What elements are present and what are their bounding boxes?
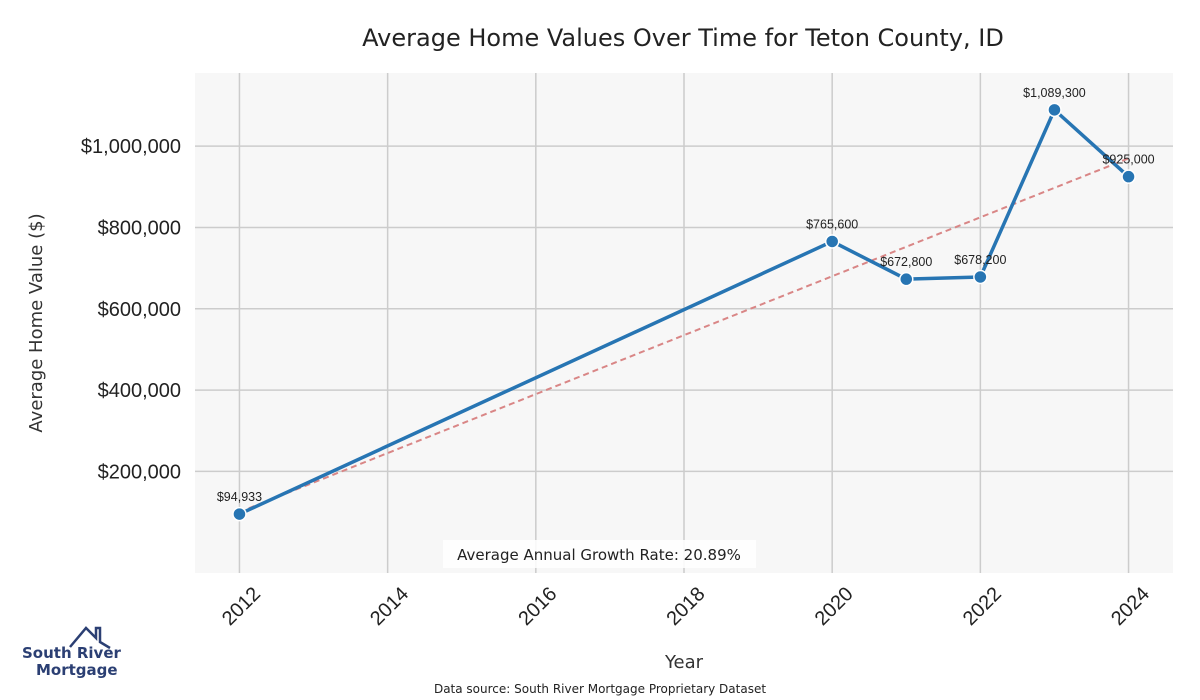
data-point: [973, 269, 988, 285]
logo-line-2: Mortgage: [36, 661, 118, 679]
series-line: [238, 108, 1130, 516]
y-axis-label: Average Home Value ($): [26, 213, 47, 432]
data-label: $678,200: [954, 253, 1006, 267]
data-label: $765,600: [806, 217, 858, 231]
house-roof-icon: [69, 626, 111, 650]
y-tick-label: $800,000: [98, 217, 181, 239]
series-home-values: [232, 102, 1136, 522]
data-point: [1121, 169, 1136, 184]
growth-rate-annotation: Average Annual Growth Rate: 20.89%: [457, 546, 741, 564]
y-tick-label: $400,000: [98, 380, 181, 402]
x-tick-label: 2018: [663, 583, 710, 630]
x-tick-label: 2012: [218, 583, 265, 630]
x-tick-label: 2014: [366, 583, 413, 630]
annotation-box: [443, 540, 756, 568]
data-point: [824, 234, 840, 249]
x-tick-label: 2016: [514, 583, 561, 630]
x-tick-label: 2020: [811, 583, 858, 630]
y-axis-ticks: $200,000 $400,000 $600,000 $800,000 $1,000,0…: [81, 136, 181, 483]
chart-title: Average Home Values Over Time for Teton …: [362, 24, 1004, 52]
y-tick-label: $200,000: [98, 461, 181, 483]
y-tick-label: $1,000,000: [81, 136, 181, 158]
data-point: [899, 271, 914, 287]
data-point: [1047, 102, 1062, 118]
data-label: $1,089,300: [1023, 86, 1086, 100]
data-point: [232, 506, 247, 522]
data-label: $94,933: [217, 490, 262, 504]
x-tick-label: 2022: [959, 583, 1006, 630]
data-labels: $94,933 $765,600 $672,800 $678,200 $1,089,30…: [217, 86, 1155, 504]
x-tick-label: 2024: [1107, 583, 1154, 630]
data-source-note: Data source: South River Mortgage Propri…: [434, 682, 766, 696]
data-label: $672,800: [880, 255, 932, 269]
company-logo: South River Mortgage: [22, 626, 122, 679]
data-label: $925,000: [1102, 153, 1154, 167]
x-axis-ticks: 2012 2014 2016 2018 2020 2022 2024: [218, 583, 1154, 630]
x-axis-label: Year: [664, 652, 704, 673]
y-tick-label: $600,000: [98, 299, 181, 321]
logo-line-1: South River: [22, 644, 122, 662]
